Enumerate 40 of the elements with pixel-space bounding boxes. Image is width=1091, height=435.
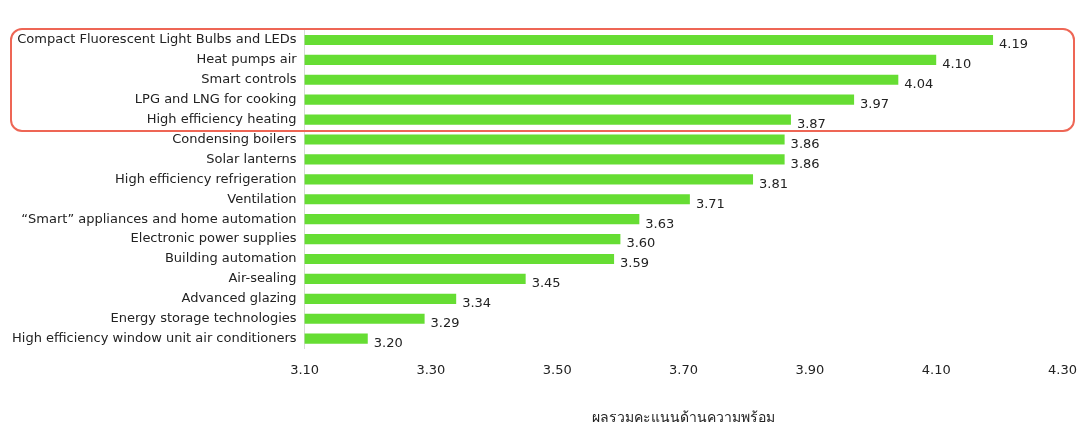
y-tick-label: High efficiency window unit air conditioners [11,330,297,346]
y-tick-label: Electronic power supplies [130,230,297,246]
data-label: 3.63 [645,215,675,231]
x-tick-label: 4.10 [921,361,951,377]
data-label: 3.34 [462,295,492,311]
y-tick-label: Advanced glazing [181,290,297,306]
data-label: 3.60 [626,235,656,251]
data-label: 3.97 [860,96,890,112]
x-tick-label: 3.70 [669,361,699,377]
data-label: 3.29 [430,315,460,331]
data-label: 3.20 [373,335,403,351]
y-tick-label: High efficiency refrigeration [114,170,297,186]
data-label: 3.86 [790,155,820,171]
data-label: 4.10 [942,56,972,72]
x-tick-label: 3.30 [416,361,446,377]
y-tick-label: Building automation [164,250,297,266]
data-label: 3.71 [695,195,725,211]
y-tick-label: High efficiency heating [146,110,297,126]
y-tick-label: Smart controls [201,71,297,87]
x-tick-label: 3.90 [795,361,825,377]
data-label: 4.04 [904,76,934,92]
x-axis-title: ผลรวมคะแนนด้านความพร้อม [592,409,776,426]
y-tick-label: Condensing boilers [172,130,297,146]
data-label: 3.45 [531,275,561,291]
y-tick-label: Heat pumps air [196,51,298,67]
data-label: 4.19 [999,36,1028,52]
x-tick-label: 3.50 [542,361,572,377]
x-tick-label: 4.30 [1048,361,1077,377]
data-label: 3.81 [759,175,788,191]
y-tick-label: “Smart” appliances and home automation [21,210,297,226]
y-tick-label: Energy storage technologies [110,310,297,326]
data-label: 3.87 [796,115,826,131]
y-tick-label: Air-sealing [228,270,297,286]
data-label: 3.59 [620,255,650,271]
data-label: 3.86 [790,135,820,151]
y-tick-label: Ventilation [227,190,297,206]
y-tick-label: Solar lanterns [206,150,297,166]
y-tick-label: LPG and LNG for cooking [134,91,297,107]
x-tick-label: 3.10 [290,361,320,377]
y-tick-label: Compact Fluorescent Light Bulbs and LEDs [17,31,297,47]
